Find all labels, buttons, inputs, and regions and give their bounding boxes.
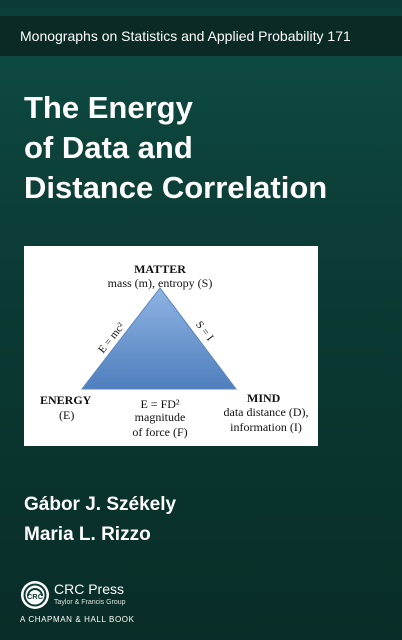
- series-bar: Monographs on Statistics and Applied Pro…: [0, 16, 402, 56]
- imprint-label: A CHAPMAN & HALL BOOK: [20, 615, 135, 624]
- bottom-desc-2: of force (F): [132, 425, 187, 439]
- diagram-svg: MATTER mass (m), entropy (S) E = mc² S =…: [40, 262, 309, 439]
- book-title-line-2: of Data and: [24, 130, 193, 165]
- bottom-formula: E = FD²: [140, 397, 179, 411]
- mind-label: MIND: [247, 391, 281, 405]
- author-1: Gábor J. Székely: [24, 494, 177, 515]
- publisher-name: CRC Press: [54, 581, 125, 597]
- mind-desc-2: information (I): [230, 420, 302, 434]
- energy-triangle: [80, 287, 238, 390]
- publisher-group: Taylor & Francis Group: [54, 599, 126, 606]
- book-title-line-1: The Energy: [24, 90, 193, 125]
- book-title-line-3: Distance Correlation: [24, 170, 328, 205]
- energy-desc: (E): [59, 408, 74, 422]
- mind-desc-1: data distance (D),: [224, 405, 309, 419]
- matter-label: MATTER: [134, 262, 186, 276]
- energy-label: ENERGY: [40, 393, 92, 407]
- publisher-block: CRC CRC Press Taylor & Francis Group A C…: [20, 580, 200, 630]
- series-title: Monographs on Statistics and Applied Pro…: [20, 28, 351, 44]
- bottom-desc-1: magnitude: [135, 410, 186, 424]
- crc-logo-icon: CRC: [21, 581, 49, 609]
- svg-text:CRC: CRC: [27, 592, 44, 601]
- matter-desc: mass (m), entropy (S): [108, 276, 213, 290]
- author-2: Maria L. Rizzo: [24, 524, 151, 545]
- cover-diagram: MATTER mass (m), entropy (S) E = mc² S =…: [24, 246, 318, 446]
